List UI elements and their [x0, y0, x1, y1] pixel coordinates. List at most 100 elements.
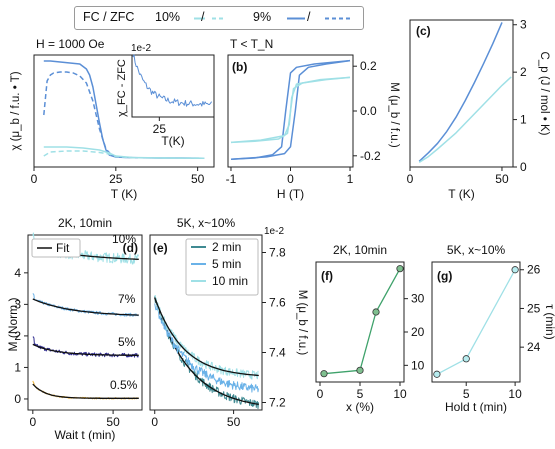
panel-a-xtick-1: 25 [109, 172, 123, 186]
panel-a-xtick-2: 50 [191, 172, 205, 186]
panel-d-title: 2K, 10min [58, 216, 112, 230]
panel-a-xtick-0: 0 [31, 172, 38, 186]
panel-d-series-label-3: 0.5% [110, 378, 138, 392]
panel-f-ytick-1: 20 [411, 325, 425, 339]
panel-d-fit-1 [32, 298, 139, 316]
panel-d-xlabel: Wait t (min) [55, 428, 116, 442]
panel-c-ytick-0: 0 [520, 160, 527, 174]
panel-g-ylabel: τ (min) [543, 304, 555, 339]
panel-f-point-2 [372, 308, 380, 316]
panel-d-ytick-2: 2 [14, 329, 21, 343]
panel-e-legend-text-2: 10 min [212, 274, 248, 288]
panel-d-ytick-1: 1 [14, 360, 21, 374]
panel-g-label: (g) [437, 269, 452, 283]
panel-b-series-0-up [230, 59, 351, 160]
panel-d-frame [27, 234, 143, 411]
panel-g-ytick-2: 26 [527, 263, 541, 277]
panel-f-point-3 [396, 265, 404, 273]
panel-a-ylabel: χ (μ_b / f.u. • T) [10, 71, 22, 150]
panel-f-ytick-2: 30 [411, 292, 425, 306]
panel-b-ylabel: M (μ_b / f.u.) [388, 82, 400, 148]
panel-c-series-1 [418, 76, 512, 163]
panel-b-xtick-0: -1 [226, 172, 237, 186]
panel-c-ytick-1: 1 [520, 113, 527, 127]
panel-f-xlabel: x (%) [346, 400, 374, 414]
panel-b-series-0-down [230, 59, 351, 160]
panel-d-legend-text: Fit [56, 241, 70, 255]
panel-e-ytick-1: 7.4 [269, 346, 286, 360]
panel-b-label: (b) [232, 60, 247, 74]
panel-a-series-1 [43, 71, 114, 157]
panel-c-ylabel: C_p (J / mol • K) [538, 52, 550, 136]
panel-d-legend-box [31, 238, 81, 258]
panel-g-point-0 [433, 370, 441, 378]
panel-e-ytick-0: 7.2 [269, 396, 286, 410]
panel-g-point-2 [511, 266, 519, 274]
panel-e-offset: 1e-2 [264, 226, 284, 237]
panel-d-fit-3 [32, 383, 139, 399]
panel-f-xtick-2: 10 [393, 387, 407, 401]
panel-e-frame [149, 234, 263, 411]
panel-e-trace-1 [154, 303, 259, 393]
panel-f-line [323, 268, 401, 375]
panel-a-inset-xtick: 25 [153, 122, 167, 136]
panel-e-fit-2 [154, 297, 259, 377]
legend-ten-swatch [194, 17, 226, 20]
panel-a-inset-offset: 1e-2 [131, 43, 151, 54]
panel-e-label: (e) [153, 241, 168, 255]
panel-a-series-3 [43, 150, 205, 159]
panel-e-ytick-2: 7.6 [269, 296, 286, 310]
panel-e-legend-text-1: 5 min [212, 257, 241, 271]
panel-a-xlabel: T (K) [111, 187, 137, 201]
panel-f-xtick-1: 5 [357, 387, 364, 401]
panel-d-ytick-0: 0 [14, 392, 21, 406]
panel-e-title: 5K, x~10% [177, 216, 236, 230]
panel-e-xtick-1: 50 [227, 415, 241, 429]
panel-d-xtick-1: 50 [106, 415, 120, 429]
panel-d-ylabel: M (Norm.) [6, 298, 20, 352]
legend-slash-nine: / [307, 10, 311, 24]
panel-g-xtick-0: 5 [463, 387, 470, 401]
panel-e-xtick-0: 0 [151, 415, 158, 429]
legend-entry-nine: 9% [253, 10, 272, 24]
panel-b-xtick-2: 1 [347, 172, 354, 186]
panel-c-frame [409, 19, 514, 168]
panel-g-xtick-1: 10 [508, 387, 522, 401]
panel-f-ytick-0: 10 [411, 358, 425, 372]
panel-a-inset-frame [131, 54, 215, 118]
legend-nine-swatch [287, 17, 353, 20]
panel-b-xtick-1: 0 [287, 172, 294, 186]
panel-a-inset-ylabel: χ_FC - ZFC [116, 59, 128, 117]
panel-g-line [436, 269, 516, 375]
panel-b-ytick-2: -0.2 [360, 149, 381, 163]
panel-d-label: (d) [123, 241, 138, 255]
legend: FC / ZFC 10% / 9% / [74, 6, 364, 30]
panel-c-xtick-0: 0 [407, 172, 414, 186]
panel-g-frame [431, 261, 521, 383]
panel-c-ytick-2: 2 [520, 65, 527, 79]
panel-g-ytick-1: 25 [527, 301, 541, 315]
panel-f-xtick-0: 0 [317, 387, 324, 401]
panel-b-ytick-0: 0.2 [360, 59, 377, 73]
panel-d-series-label-0: 10% [112, 232, 136, 246]
panel-e-ylabel: M (μ_b / f.u.) [296, 290, 308, 356]
panel-e-ytick-3: 7.8 [269, 246, 286, 260]
legend-header: FC / ZFC [83, 10, 135, 24]
panel-f-point-0 [320, 370, 328, 378]
panel-g-ytick-0: 24 [527, 340, 541, 354]
panel-d-fit-2 [32, 343, 139, 356]
panel-d-ytick-4: 4 [14, 266, 21, 280]
panel-e-trace-2 [154, 295, 259, 380]
panel-g-xlabel: Hold t (min) [445, 400, 507, 414]
panel-b-ytick-1: 0.0 [360, 104, 377, 118]
panel-b-annotation: T < T_N [230, 37, 273, 51]
panel-c-label: (c) [416, 24, 431, 38]
panel-c-series-0 [418, 22, 503, 162]
panel-b-xlabel: H (T) [277, 187, 304, 201]
panel-a-inset-xlabel: T(K) [161, 134, 184, 148]
panel-d-series-label-1: 7% [118, 292, 136, 306]
legend-slash-ten: / [201, 10, 205, 24]
panel-f-point-1 [356, 366, 364, 374]
panel-e-legend-text-0: 2 min [212, 240, 241, 254]
